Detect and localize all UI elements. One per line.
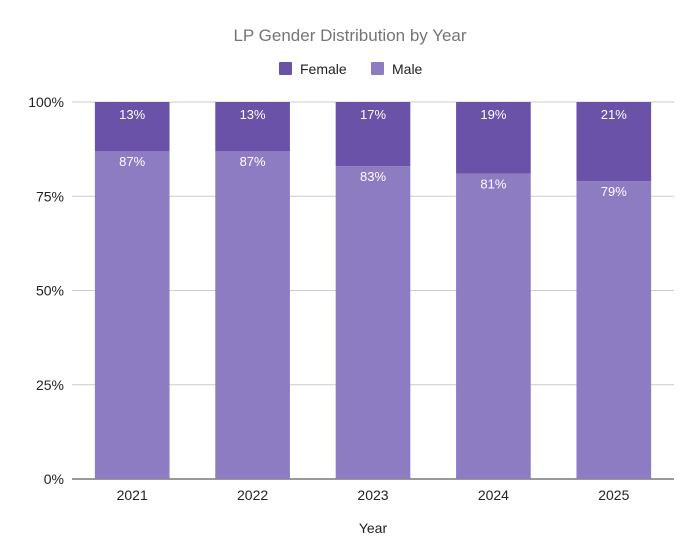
x-axis-title: Year bbox=[359, 520, 388, 536]
legend-swatch-male bbox=[371, 62, 384, 75]
bar-female-2025[interactable] bbox=[576, 102, 652, 182]
bar-male-2023[interactable] bbox=[335, 166, 411, 479]
bar-label-female-2021: 13% bbox=[119, 107, 145, 122]
bar-label-female-2022: 13% bbox=[240, 107, 266, 122]
x-tick-label: 2022 bbox=[237, 487, 268, 503]
legend-swatch-female bbox=[279, 62, 292, 75]
bar-label-male-2025: 79% bbox=[601, 184, 627, 199]
bar-label-male-2024: 81% bbox=[480, 177, 506, 192]
legend: Female Male bbox=[279, 61, 423, 77]
x-axis: 2021 2022 2023 2024 2025 bbox=[117, 487, 630, 503]
bar-label-female-2023: 17% bbox=[360, 107, 386, 122]
y-tick-label: 25% bbox=[36, 377, 64, 393]
y-tick-label: 100% bbox=[28, 94, 64, 110]
bar-female-2021[interactable] bbox=[94, 102, 170, 152]
x-tick-label: 2023 bbox=[357, 487, 388, 503]
bar-female-2023[interactable] bbox=[335, 102, 411, 167]
x-tick-label: 2025 bbox=[598, 487, 629, 503]
y-tick-label: 0% bbox=[44, 471, 64, 487]
y-tick-label: 75% bbox=[36, 188, 64, 204]
legend-label-male[interactable]: Male bbox=[392, 61, 423, 77]
bar-label-male-2021: 87% bbox=[119, 154, 145, 169]
bar-label-male-2023: 83% bbox=[360, 169, 386, 184]
bars: 13% 87% 13% 87% 17% 83% 19% 81% 21% 79% bbox=[94, 102, 652, 480]
bar-male-2025[interactable] bbox=[576, 181, 652, 480]
x-tick-label: 2024 bbox=[478, 487, 509, 503]
bar-label-female-2024: 19% bbox=[480, 107, 506, 122]
y-axis: 0% 25% 50% 75% 100% bbox=[28, 94, 64, 487]
x-tick-label: 2021 bbox=[117, 487, 148, 503]
legend-label-female[interactable]: Female bbox=[300, 61, 347, 77]
y-tick-label: 50% bbox=[36, 283, 64, 299]
bar-male-2024[interactable] bbox=[456, 173, 531, 479]
chart-title: LP Gender Distribution by Year bbox=[233, 26, 466, 45]
bar-male-2022[interactable] bbox=[215, 151, 290, 479]
bar-female-2024[interactable] bbox=[456, 102, 531, 174]
bar-male-2021[interactable] bbox=[94, 151, 170, 479]
bar-female-2022[interactable] bbox=[215, 102, 290, 152]
bar-label-male-2022: 87% bbox=[240, 154, 266, 169]
bar-label-female-2025: 21% bbox=[601, 107, 627, 122]
